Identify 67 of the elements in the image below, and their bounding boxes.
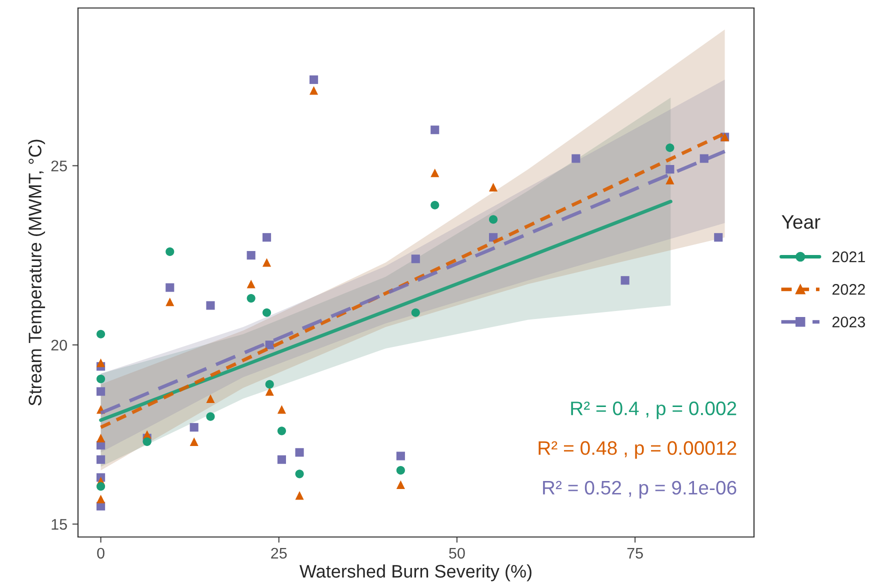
point [190, 423, 198, 432]
point [166, 283, 174, 292]
y-tick-label: 15 [52, 519, 67, 530]
point [265, 340, 274, 350]
legend-title: Year [782, 215, 820, 229]
point [310, 86, 318, 95]
point [206, 394, 215, 403]
point [96, 455, 106, 464]
point [666, 143, 674, 152]
x-axis-title: Watershed Burn Severity (%) [300, 564, 532, 582]
point [96, 434, 106, 442]
point [666, 165, 674, 174]
point [277, 405, 286, 414]
x-tick-label: 50 [449, 548, 465, 559]
point [166, 247, 174, 256]
point [295, 448, 304, 457]
point [96, 374, 106, 384]
point [262, 308, 272, 317]
point [295, 491, 304, 500]
y-tick-label: 25 [51, 160, 67, 172]
point [295, 470, 304, 478]
point [206, 412, 215, 421]
point [96, 494, 106, 504]
point [277, 426, 286, 436]
legend-label: 2021 [832, 251, 865, 262]
point [206, 301, 215, 310]
point [430, 200, 440, 210]
point [142, 437, 152, 446]
point [262, 258, 272, 267]
point [714, 233, 723, 242]
legend-label: 2022 [832, 284, 865, 295]
point [265, 380, 274, 389]
point [396, 466, 405, 475]
point [246, 294, 256, 303]
point [96, 482, 106, 491]
point [411, 308, 420, 317]
point [489, 182, 498, 192]
point [96, 330, 106, 338]
annotation: R² = 0.4 , p = 0.002 [571, 401, 736, 420]
annotation: R² = 0.48 , p = 0.00012 [538, 441, 736, 459]
point [700, 154, 708, 163]
point [411, 254, 420, 264]
x-tick-label: 0 [97, 548, 104, 559]
point [96, 358, 106, 368]
annotation: R² = 0.52 , p = 9.1e-06 [543, 480, 736, 498]
point [96, 387, 106, 396]
point [572, 154, 580, 163]
point [166, 298, 174, 306]
point [430, 168, 440, 178]
point [396, 452, 405, 460]
y-axis-title: Stream Temperature (MWMT, °C) [28, 140, 46, 406]
point [310, 75, 318, 84]
line-series [99, 200, 672, 422]
point [430, 126, 440, 134]
point [666, 176, 674, 184]
point [262, 233, 272, 242]
x-tick-label: 25 [271, 548, 287, 559]
x-tick-label: 75 [627, 548, 643, 559]
point [246, 280, 256, 288]
point [396, 480, 405, 489]
point [277, 455, 286, 464]
y-tick-label: 20 [51, 340, 67, 351]
point [620, 276, 630, 285]
point [246, 251, 256, 260]
point [489, 215, 498, 224]
legend-label: 2023 [832, 316, 865, 328]
point [190, 437, 198, 446]
